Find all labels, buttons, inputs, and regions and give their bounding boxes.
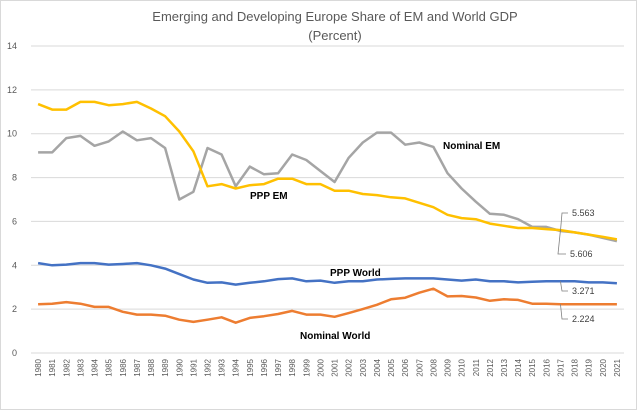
data-label: 5.563 — [572, 208, 595, 218]
chart-title: Emerging and Developing Europe Share of … — [152, 9, 517, 24]
x-tick-label: 2009 — [444, 358, 453, 376]
x-tick-label: 1990 — [175, 358, 184, 376]
x-tick-label: 2018 — [571, 358, 580, 376]
x-tick-label: 1992 — [203, 358, 212, 376]
x-tick-label: 1996 — [260, 358, 269, 376]
x-tick-label: 2020 — [599, 358, 608, 376]
y-tick-label: 12 — [7, 85, 17, 95]
data-label-leader — [560, 281, 568, 292]
y-tick-label: 8 — [12, 173, 17, 183]
x-tick-label: 2017 — [556, 358, 565, 376]
x-tick-label: 2003 — [359, 358, 368, 376]
x-tick-label: 1988 — [147, 358, 156, 376]
y-tick-label: 14 — [7, 41, 17, 51]
data-label: 5.606 — [570, 249, 593, 259]
data-label-leader — [560, 304, 568, 320]
x-tick-label: 1985 — [105, 358, 114, 376]
x-tick-label: 2001 — [331, 358, 340, 376]
x-tick-label: 1999 — [302, 358, 311, 376]
data-label-leader — [557, 230, 566, 255]
series-line-nominal-em — [38, 130, 618, 243]
x-tick-label: 2005 — [387, 358, 396, 376]
x-tick-label: 1995 — [246, 358, 255, 376]
x-tick-label: 1986 — [119, 358, 128, 376]
x-tick-label: 1989 — [161, 358, 170, 376]
x-tick-label: 2014 — [514, 358, 523, 376]
x-tick-label: 2004 — [373, 358, 382, 376]
chart-frame — [0, 0, 637, 410]
y-tick-label: 4 — [12, 260, 17, 270]
series-label: Nominal World — [300, 331, 370, 342]
x-tick-label: 1984 — [91, 358, 100, 376]
x-tick-label: 2000 — [316, 358, 325, 376]
y-tick-label: 6 — [12, 216, 17, 226]
y-tick-label: 0 — [12, 348, 17, 358]
x-tick-label: 2007 — [415, 358, 424, 376]
x-tick-label: 1998 — [288, 358, 297, 376]
series-line-ppp-em — [37, 100, 618, 241]
x-tick-label: 2010 — [458, 358, 467, 376]
series-label: Nominal EM — [443, 141, 500, 152]
x-tick-label: 2013 — [500, 358, 509, 376]
x-tick-label: 2015 — [528, 358, 537, 376]
x-tick-label: 1980 — [34, 358, 43, 376]
x-tick-label: 1994 — [232, 358, 241, 376]
x-tick-label: 1982 — [62, 358, 71, 376]
x-tick-label: 2011 — [472, 358, 481, 376]
x-tick-label: 2019 — [585, 358, 594, 376]
x-tick-label: 1997 — [274, 358, 283, 376]
x-tick-label: 1993 — [218, 358, 227, 376]
series-line-nominal-world — [38, 287, 617, 324]
x-tick-label: 2021 — [613, 358, 622, 376]
series-label: PPP EM — [250, 191, 288, 202]
data-label: 3.271 — [572, 286, 595, 296]
x-tick-label: 1983 — [76, 358, 85, 376]
series-line-ppp-world — [37, 261, 617, 286]
x-tick-label: 1981 — [48, 358, 57, 376]
series-label: PPP World — [330, 268, 381, 279]
y-tick-label: 10 — [7, 129, 17, 139]
x-tick-label: 2012 — [486, 358, 495, 376]
y-tick-label: 2 — [12, 304, 17, 314]
chart-subtitle: (Percent) — [308, 28, 361, 43]
x-tick-label: 2006 — [401, 358, 410, 376]
data-label-leader — [560, 212, 568, 232]
x-tick-label: 1987 — [133, 358, 142, 376]
x-tick-label: 1991 — [189, 358, 198, 376]
data-label: 2.224 — [572, 314, 595, 324]
x-tick-label: 2008 — [429, 358, 438, 376]
x-tick-label: 2016 — [542, 358, 551, 376]
x-tick-label: 2002 — [345, 358, 354, 376]
